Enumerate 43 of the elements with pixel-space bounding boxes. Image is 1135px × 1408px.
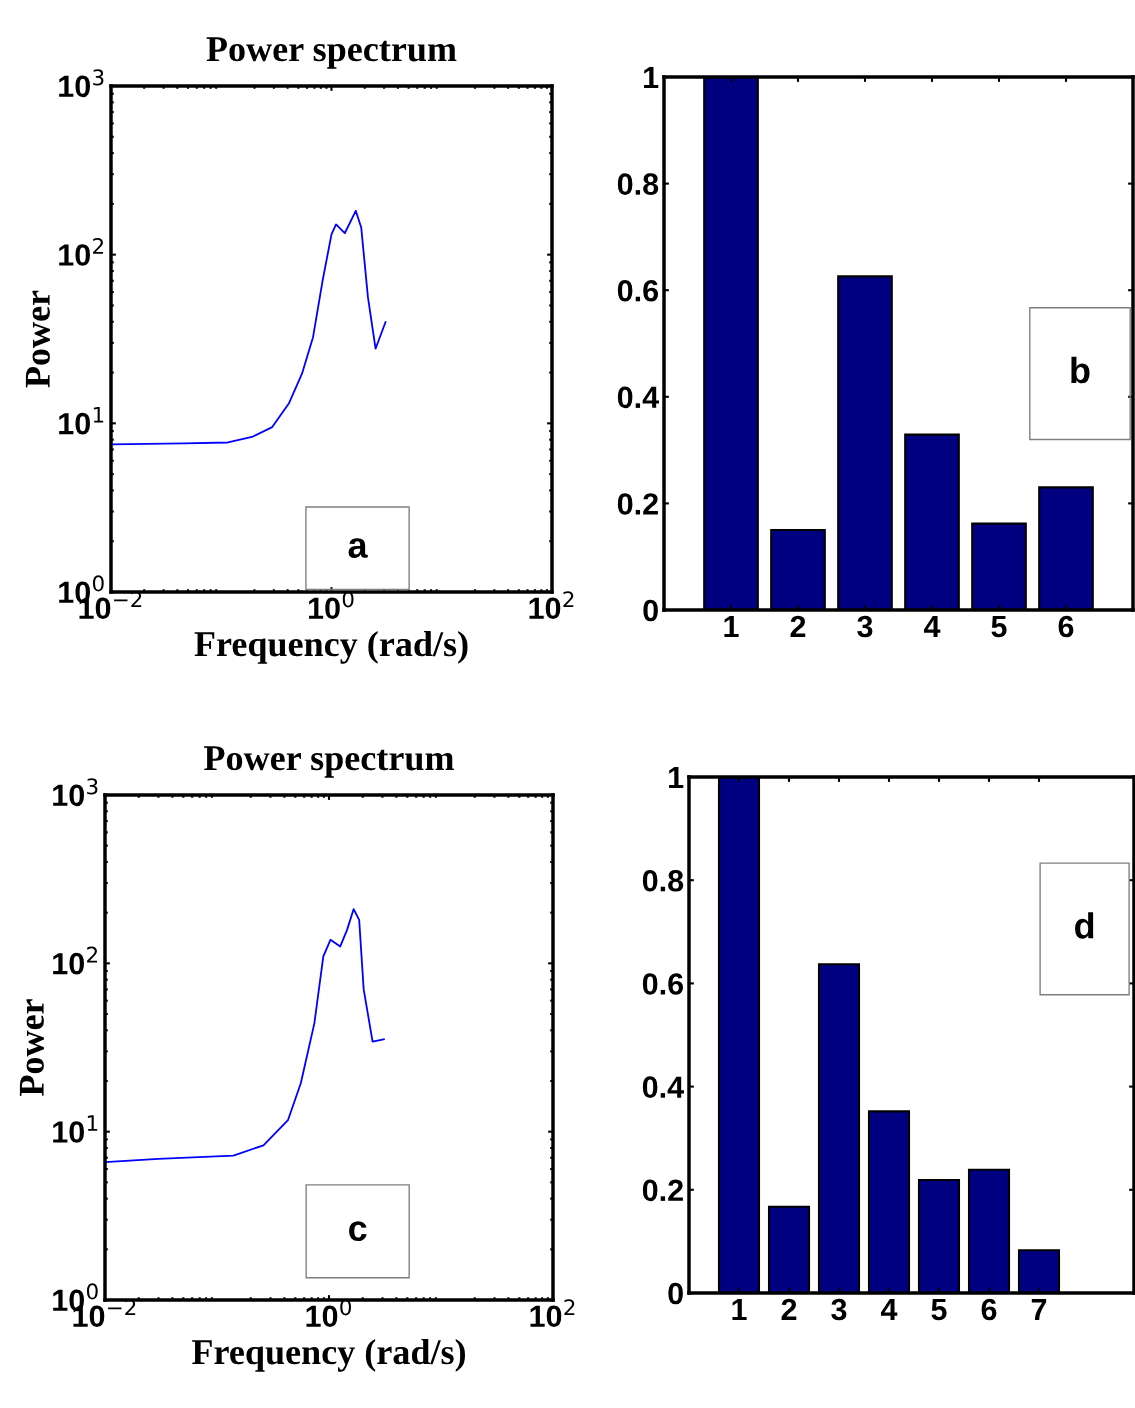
- x-tick-label: 4: [923, 615, 941, 637]
- y-tick-label: 0: [643, 599, 658, 622]
- annotation: c: [349, 1221, 367, 1242]
- x-tick-label: 2: [790, 615, 806, 637]
- y-axis-title: Power: [25, 290, 50, 388]
- x-tick-label: 10$^{2}$: [529, 591, 574, 620]
- y-tick-label: 0.4: [642, 1076, 684, 1098]
- x-tick-label: 1: [732, 1298, 747, 1320]
- text: d: [1075, 912, 1094, 939]
- y-tick-label: 0.4: [617, 386, 659, 409]
- y-tick-label: 0.2: [642, 1179, 683, 1202]
- x-tick-label: 3: [857, 615, 873, 638]
- y-tick-label: 10$^{3}$: [53, 778, 98, 807]
- x-tick-label: 1: [724, 615, 739, 637]
- y-tick-label: 10$^{1}$: [59, 406, 104, 435]
- x-tick-label: 5: [931, 1298, 947, 1321]
- chart-title: Power spectrum: [204, 746, 454, 778]
- y-tick-label: 1: [669, 767, 684, 789]
- x-tick-label: 4: [880, 1298, 898, 1320]
- x-tick-label: 7: [1031, 1298, 1047, 1320]
- y-tick-label: 0.6: [617, 279, 659, 302]
- y-tick-label: 10$^{3}$: [59, 69, 104, 98]
- x-tick-label: 6: [981, 1298, 997, 1321]
- annotation: a: [348, 538, 368, 558]
- x-tick-label: 5: [991, 615, 1007, 638]
- x-axis-title: Frequency (rad/s): [194, 630, 468, 664]
- y-axis-title: Power: [19, 999, 44, 1097]
- chart-title: Power spectrum: [206, 37, 457, 69]
- y-tick-label: 0.2: [617, 493, 658, 515]
- x-tick-label: 2: [781, 1298, 797, 1320]
- y-tick-label: 10$^{2}$: [53, 946, 97, 975]
- y-tick-label: 0.8: [642, 869, 684, 892]
- y-tick-label: 0.8: [617, 173, 659, 195]
- y-tick-label: 0.6: [642, 973, 684, 995]
- x-tick-label: 10$^{2}$: [530, 1299, 575, 1328]
- y-tick-label: 10$^{2}$: [59, 237, 103, 266]
- y-tick-label: 0: [668, 1282, 683, 1305]
- y-tick-label: 10$^{1}$: [53, 1115, 98, 1143]
- x-tick-label: 3: [831, 1298, 847, 1321]
- x-tick-label: 6: [1058, 615, 1074, 638]
- y-tick-label: 1: [644, 67, 659, 89]
- annotation: b: [1071, 356, 1090, 384]
- x-axis-title: Frequency (rad/s): [192, 1338, 465, 1372]
